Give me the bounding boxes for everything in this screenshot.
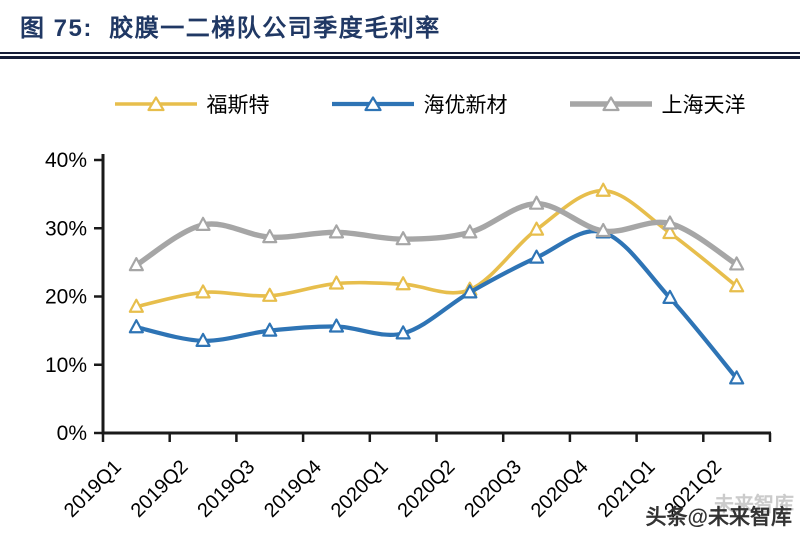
x-tick-label: 2020Q3 [460, 456, 526, 522]
series-marker-2 [328, 224, 345, 239]
line-triangle-marker-icon [331, 96, 414, 112]
series-marker-0 [662, 224, 678, 240]
line-triangle-marker-icon [569, 96, 652, 112]
x-tick-label: 2019Q1 [60, 456, 126, 522]
line-triangle-marker-icon [114, 96, 197, 112]
series-marker-2 [395, 231, 411, 246]
y-tick-label: 30% [45, 217, 87, 240]
series-line-2 [133, 200, 740, 268]
series-marker-1 [328, 318, 345, 333]
x-tick-label: 2020Q1 [327, 456, 393, 522]
series-marker-0 [328, 275, 345, 290]
series-marker-1 [528, 249, 545, 264]
watermark-text: 头条@未来智库 [645, 506, 792, 529]
legend-triangle [601, 96, 620, 112]
series-marker-2 [262, 229, 278, 244]
series-marker-1 [662, 289, 678, 304]
legend-item-tianyang: 上海天洋 [569, 89, 746, 119]
series-marker-2 [528, 195, 545, 210]
x-tick-label: 2020Q2 [394, 456, 460, 522]
series-marker-0 [729, 278, 745, 293]
watermark-ghost: 未来智库 [714, 494, 794, 516]
title-divider-thin [0, 52, 800, 54]
series-marker-0 [262, 287, 278, 302]
series-marker-2 [662, 215, 678, 230]
y-tick-label: 40% [45, 149, 87, 172]
x-tick-label: 2019Q2 [127, 456, 193, 522]
title-divider-thick [0, 56, 800, 59]
series-marker-2 [729, 256, 745, 271]
series-line-0 [134, 188, 739, 309]
chart-legend: 福斯特 海优新材 上海天洋 [60, 88, 800, 120]
series-marker-1 [395, 325, 411, 340]
x-tick-label: 2019Q4 [260, 456, 326, 522]
legend-label: 福斯特 [206, 94, 270, 117]
y-tick-label: 10% [45, 354, 87, 377]
series-marker-1 [729, 370, 745, 385]
legend-item-foster: 福斯特 [114, 89, 270, 119]
legend-triangle [146, 96, 165, 112]
legend-label: 上海天洋 [661, 94, 746, 117]
figure-title: 图 75: 胶膜一二梯队公司季度毛利率 [20, 15, 441, 42]
y-tick-label: 20% [45, 286, 87, 309]
legend-item-haiyou: 海优新材 [331, 89, 508, 119]
x-tick-label: 2019Q3 [193, 456, 259, 522]
y-tick-label: 0% [57, 422, 87, 445]
series-marker-0 [128, 298, 144, 313]
series-marker-1 [128, 319, 144, 334]
x-tick-label: 2020Q4 [527, 456, 593, 522]
legend-triangle [363, 96, 382, 112]
series-marker-1 [462, 284, 478, 299]
series-marker-0 [595, 182, 611, 197]
series-marker-0 [195, 284, 211, 299]
series-marker-2 [128, 257, 144, 272]
series-marker-0 [395, 276, 411, 291]
legend-label: 海优新材 [423, 94, 508, 117]
series-marker-2 [595, 222, 611, 238]
series-marker-1 [195, 332, 211, 347]
series-marker-1 [262, 322, 278, 337]
series-marker-2 [195, 216, 211, 231]
series-marker-2 [462, 224, 478, 239]
series-marker-0 [528, 221, 545, 236]
series-line-1 [134, 229, 739, 381]
